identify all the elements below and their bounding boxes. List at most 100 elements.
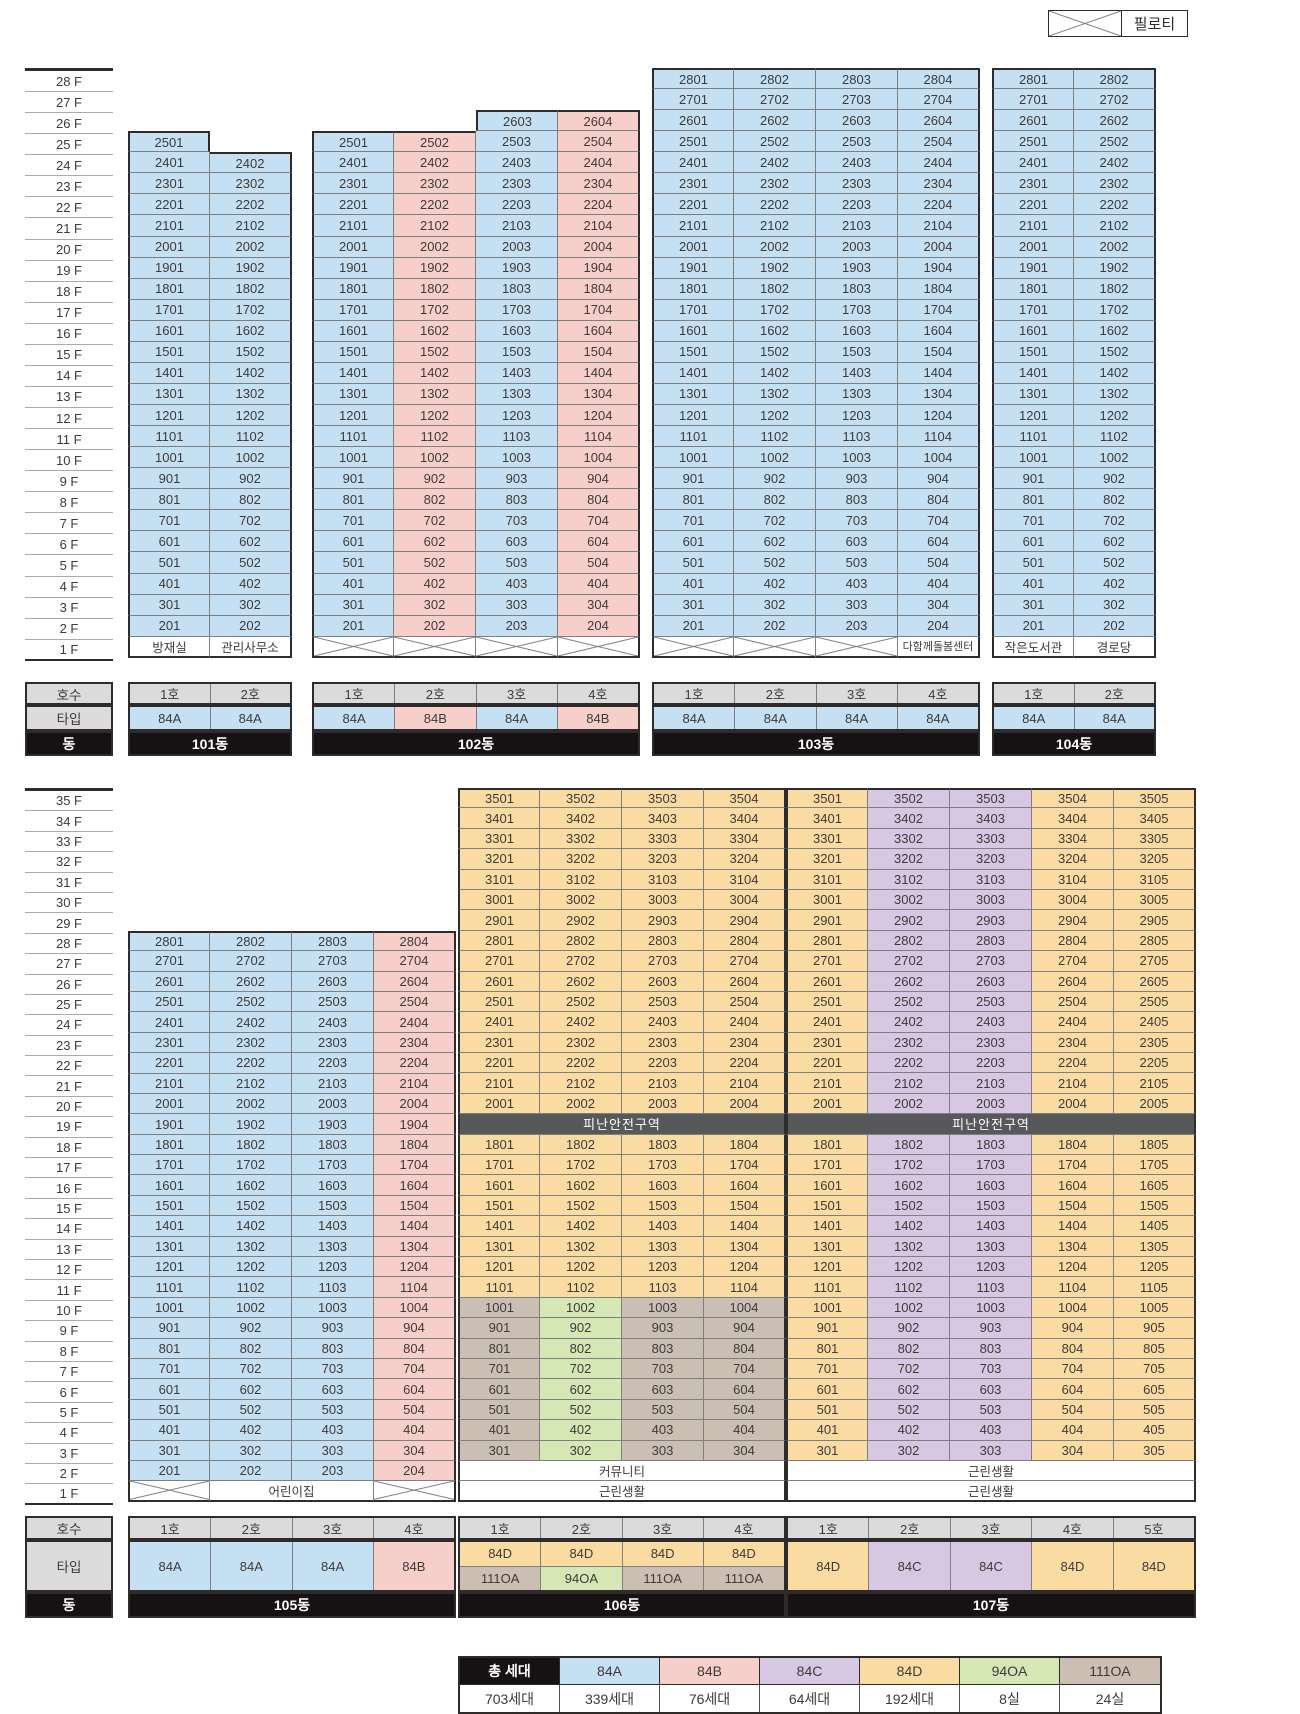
type-cell: 84B: [557, 707, 638, 729]
floor-row: 601 602: [128, 531, 292, 553]
unit-cell: 2301: [786, 1032, 868, 1054]
unit-cell: 1801: [786, 1134, 868, 1156]
unit-cell: 1602: [540, 1175, 622, 1196]
dong-label: 106동: [460, 1594, 784, 1616]
floor-label: 21 F: [25, 218, 113, 240]
unit-cell: 303: [292, 1440, 374, 1461]
unit-cell: 2401: [312, 152, 394, 174]
floor-row: 2601 2602 2603 2604: [128, 971, 456, 992]
unit-cell: 2503: [622, 991, 704, 1013]
unit-cell: 3004: [1032, 889, 1114, 911]
ho-header-cell: 1호: [994, 684, 1075, 703]
floor-row: 301 302 303 304: [458, 1440, 786, 1461]
unit-cell: 1501: [652, 341, 734, 363]
unit-cell: 803: [950, 1338, 1032, 1359]
floor-label: 22 F: [25, 197, 113, 219]
floor-row: 1401 1402: [992, 362, 1156, 384]
legend-count-cell: 76세대: [660, 1685, 760, 1712]
unit-cell: 3205: [1114, 849, 1196, 870]
floor-row: 901 902 903 904: [458, 1318, 786, 1339]
unit-cell: 702: [868, 1358, 950, 1380]
ho-header-cell: 3호: [816, 684, 898, 703]
floor-row: 1501 1502 1503 1504: [312, 341, 640, 363]
type-row: 84A 84A 84A 84B: [130, 1542, 454, 1590]
floor-row: 2603 2604: [312, 110, 640, 132]
type-legend-table: 총 세대 84A 84B 84C 84D 94OA 111OA 703세대 339세대 76세대 6…: [458, 1656, 1162, 1714]
unit-cell: 2404: [374, 1012, 456, 1033]
floor-label: 2 F: [25, 1464, 113, 1485]
unit-cell: 2101: [992, 215, 1074, 237]
floor-row: 1301 1302: [128, 383, 292, 406]
unit-cell: 701: [128, 510, 210, 532]
unit-cell: 401: [786, 1420, 868, 1441]
unit-cell: 1505: [1114, 1195, 1196, 1217]
unit-cell: 504: [558, 552, 640, 574]
type-row: 84D 84D 84D 84D: [460, 1542, 784, 1567]
row-header-hosu: 호수: [25, 1516, 113, 1540]
unit-cell: 903: [950, 1318, 1032, 1339]
floor-label: 25 F: [25, 995, 113, 1016]
floor-row: 301 302 303 304: [128, 1440, 456, 1461]
floor-row: 근린생활: [458, 1481, 786, 1502]
floor-row: 작은도서관 경로당: [992, 636, 1156, 658]
unit-cell: 1701: [128, 299, 210, 321]
unit-cell: 2403: [816, 152, 898, 174]
unit-cell: 2102: [210, 215, 292, 237]
floor-row: 근린생활: [786, 1481, 1196, 1502]
unit-cell: 1703: [950, 1155, 1032, 1176]
floor-row: 2301 2302 2303 2304: [652, 173, 980, 195]
floor-row: 2001 2002: [992, 236, 1156, 258]
unit-cell: 3003: [622, 889, 704, 911]
floor-row: 2301 2302: [128, 173, 292, 195]
unit-cell: 2804: [898, 68, 980, 90]
ho-header-cell: 2호: [735, 684, 817, 703]
unit-cell: 1302: [1074, 383, 1156, 405]
unit-cell: 2101: [652, 215, 734, 237]
unit-cell: 402: [540, 1420, 622, 1441]
unit-cell: 3301: [786, 828, 868, 850]
unit-cell: 702: [1074, 510, 1156, 532]
unit-cell: 602: [210, 1379, 292, 1400]
unit-cell: 304: [374, 1440, 456, 1461]
unit-cell: 3005: [1114, 889, 1196, 911]
piloti-cell: [476, 636, 558, 658]
floor-row: 1101 1102 1103 1104: [652, 426, 980, 448]
floor-label: 31 F: [25, 873, 113, 893]
unit-cell: 601: [128, 531, 210, 553]
unit-cell: 1203: [816, 405, 898, 427]
unit-cell: 2105: [1114, 1073, 1196, 1094]
floor-row: 2401 2402 2403 2404 2405: [786, 1012, 1196, 1033]
floor-row: 1601 1602 1603 1604: [312, 320, 640, 342]
unit-cell: 402: [210, 1420, 292, 1441]
unit-cell: 402: [394, 573, 476, 595]
piloti-x-sample-cell: [1048, 10, 1122, 37]
floor-row: 501 502 503 504: [128, 1399, 456, 1421]
unit-cell: 2401: [786, 1012, 868, 1033]
piloti-x-icon: [558, 637, 638, 656]
unit-cell: 1202: [210, 1257, 292, 1278]
unit-cell: 1701: [652, 299, 734, 321]
unit-cell: 1303: [950, 1236, 1032, 1257]
floor-row: 901 902 903 904 905: [786, 1318, 1196, 1339]
unit-cell: 901: [652, 468, 734, 490]
floor-row: 401 402: [992, 573, 1156, 595]
unit-cell: 2204: [704, 1053, 786, 1074]
floor-label: 3 F: [25, 1444, 113, 1464]
unit-cell: 303: [622, 1440, 704, 1461]
floor-row: 501 502: [128, 552, 292, 574]
unit-cell: 2501: [312, 131, 394, 153]
floor-row: 501 502 503 504 505: [786, 1399, 1196, 1421]
ho-header-cell: 4호: [897, 684, 978, 703]
unit-cell: 2101: [458, 1073, 540, 1094]
unit-cell: 201: [128, 1460, 210, 1482]
unit-cell: 1002: [210, 1297, 292, 1319]
unit-cell: 1105: [1114, 1277, 1196, 1298]
unit-cell: 701: [992, 510, 1074, 532]
floor-row: 2801 2802 2803 2804: [458, 930, 786, 952]
piloti-cell: [816, 636, 898, 658]
unit-cell: 1604: [898, 320, 980, 342]
floor-label: 4 F: [25, 1423, 113, 1444]
floor-row: 401 402 403 404: [652, 573, 980, 595]
ho-header-101동: 1호 2호: [128, 682, 292, 705]
floor-row: 2101 2102 2103 2104: [128, 1073, 456, 1094]
